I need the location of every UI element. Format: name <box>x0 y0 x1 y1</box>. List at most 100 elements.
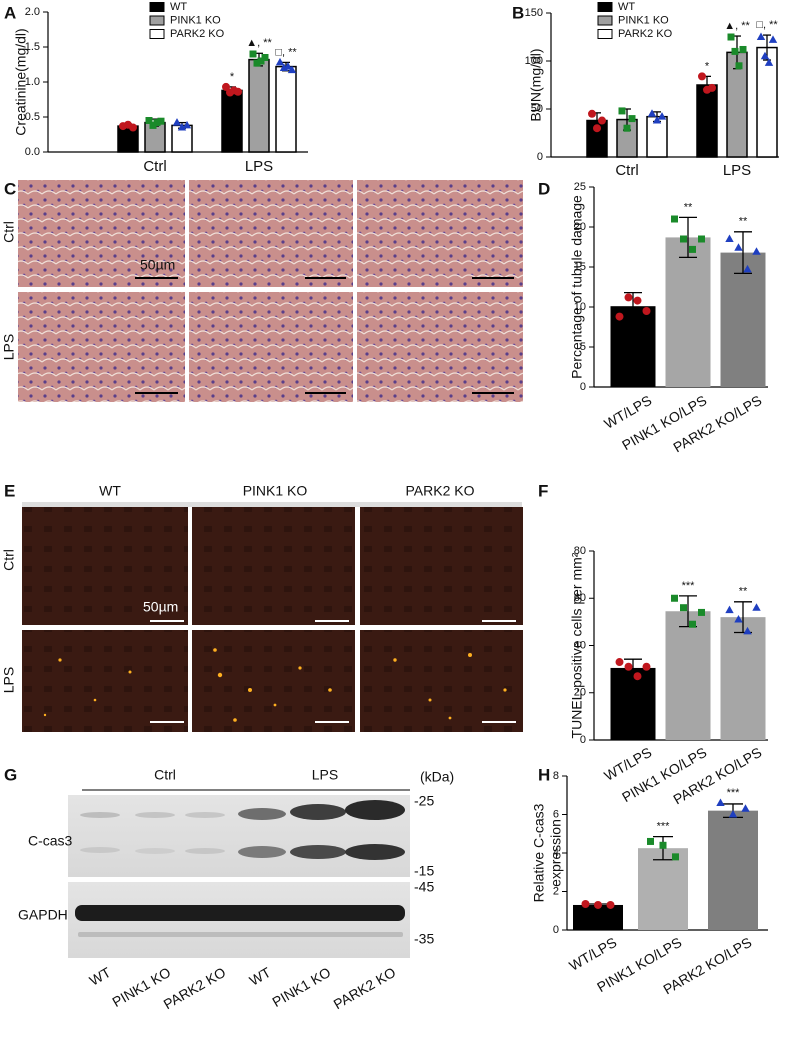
data-point <box>618 107 626 115</box>
scale-label: 50µm <box>140 257 175 273</box>
data-point <box>716 798 725 806</box>
data-point <box>249 50 257 58</box>
data-point <box>652 116 662 124</box>
data-point <box>633 672 642 681</box>
group-label: Ctrl <box>154 767 176 783</box>
data-point <box>743 264 752 273</box>
data-point <box>731 47 739 55</box>
y-tick-label: 20 <box>574 221 586 233</box>
data-point <box>739 45 747 53</box>
bar <box>221 89 243 153</box>
legend-label: WT <box>170 1 187 13</box>
data-point <box>145 117 153 124</box>
y-tick-label: 15 <box>574 261 586 273</box>
significance-label: ** <box>739 586 748 598</box>
data-point <box>628 115 636 123</box>
data-point <box>752 247 761 255</box>
bar <box>720 252 766 387</box>
data-point <box>647 109 657 117</box>
legend-swatch <box>149 29 165 39</box>
histology-image <box>357 180 523 287</box>
bar <box>610 667 656 740</box>
panel-label: A <box>4 3 16 22</box>
data-point <box>624 662 633 671</box>
row-label: Ctrl <box>1 221 17 243</box>
x-tick-label: Ctrl <box>615 162 638 179</box>
panel-label: C <box>4 179 16 198</box>
data-point <box>768 35 778 43</box>
bar <box>696 84 718 158</box>
tunel-image <box>360 630 523 732</box>
data-point <box>764 58 774 66</box>
data-point <box>680 235 687 243</box>
legend-swatch <box>149 15 165 26</box>
data-point <box>253 59 261 67</box>
y-tick-label: 0 <box>580 381 586 393</box>
data-point <box>735 62 743 70</box>
blot-bands <box>75 800 405 937</box>
y-tick-label: 25 <box>574 181 586 193</box>
tunel-image <box>192 507 355 625</box>
legend-label: PARK2 KO <box>170 28 225 40</box>
row-label: LPS <box>1 334 17 360</box>
data-point <box>149 121 157 129</box>
legend-swatch <box>149 2 165 12</box>
column-label: WT <box>99 483 121 499</box>
kda-marker: -15 <box>414 863 434 879</box>
y-tick-label: 80 <box>574 545 586 557</box>
y-tick-label: 2.0 <box>25 6 40 18</box>
scale-label: 50µm <box>143 599 178 615</box>
x-tick-label: LPS <box>245 158 273 175</box>
data-point <box>743 626 752 635</box>
y-tick-label: 4 <box>553 847 559 859</box>
legend-swatch <box>597 29 613 39</box>
data-point <box>222 82 230 91</box>
panel-label: D <box>538 179 550 198</box>
x-tick-label: Ctrl <box>143 158 166 175</box>
y-axis-label: Relative C-cas3 <box>531 803 547 902</box>
data-point <box>623 124 631 132</box>
kda-marker: -35 <box>414 931 434 947</box>
data-point <box>153 119 161 127</box>
data-point <box>157 117 165 125</box>
significance-label: ** <box>739 216 748 228</box>
data-point <box>725 234 734 242</box>
unit-label: (kDa) <box>420 769 454 785</box>
data-point <box>182 120 192 129</box>
data-point <box>671 594 678 602</box>
data-point <box>698 608 705 616</box>
data-point <box>708 83 716 92</box>
data-point <box>598 116 606 125</box>
significance-label: □, ** <box>275 46 297 58</box>
y-tick-label: 0 <box>537 151 543 163</box>
y-tick-label: 20 <box>574 687 586 699</box>
significance-label: □, ** <box>756 19 778 31</box>
kda-marker: -25 <box>414 793 434 809</box>
panel-label: H <box>538 765 550 784</box>
histology-image <box>189 292 353 402</box>
y-axis-label: TUNEL-positive cells per mm² <box>569 552 585 738</box>
y-axis-label: Creatinine(mg/dl) <box>13 28 29 135</box>
panel-label: F <box>538 481 548 500</box>
y-tick-label: 5 <box>580 341 586 353</box>
data-point <box>593 124 601 133</box>
tunel-image <box>22 630 188 732</box>
data-point <box>680 604 687 612</box>
y-tick-label: 2 <box>553 885 559 897</box>
y-tick-label: 60 <box>574 592 586 604</box>
data-point <box>581 900 590 909</box>
y-axis-label: Percentage of tubule damage <box>569 195 585 379</box>
data-point <box>287 65 297 74</box>
significance-label: ** <box>684 201 693 213</box>
data-point <box>734 615 743 623</box>
y-tick-label: 40 <box>574 639 586 651</box>
tunel-image <box>360 507 523 625</box>
data-point <box>756 32 766 40</box>
row-label: Ctrl <box>1 549 17 571</box>
y-tick-label: 100 <box>525 55 543 67</box>
data-point <box>615 312 624 321</box>
significance-label: *** <box>727 787 741 799</box>
histology-grid: 50µm Ctrl LPS <box>1 180 523 402</box>
data-point <box>624 293 633 302</box>
data-point <box>633 296 642 305</box>
